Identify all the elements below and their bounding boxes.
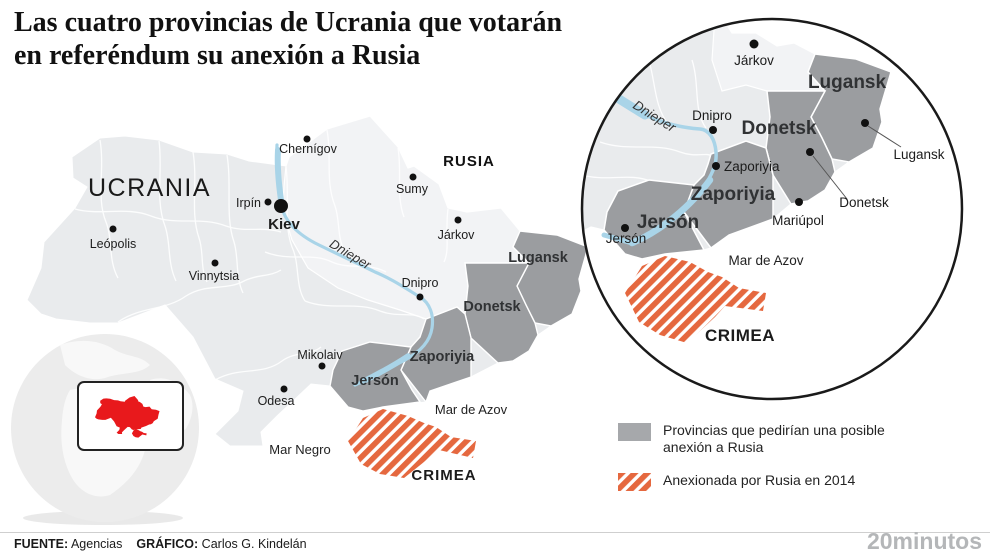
legend-label-provinces: Provincias que pedirían una posible anex… (663, 422, 885, 455)
province-label-jerson: Jersón (351, 373, 399, 389)
source-label: FUENTE: (14, 537, 69, 551)
title-line-2: en referéndum su anexión a Rusia (14, 40, 421, 71)
city-label-chernigov: Chernígov (279, 142, 337, 156)
neighbor-label: RUSIA (443, 153, 495, 170)
province-label-zaporiyia: Zaporiyia (410, 349, 475, 365)
inset-leader-lines (812, 125, 902, 200)
city-label-vinnytsia: Vinnytsia (189, 269, 240, 283)
credit-label: GRÁFICO: (136, 537, 199, 551)
dot-vinnytsia (211, 259, 219, 267)
credit-value: Carlos G. Kindelán (198, 537, 307, 551)
globe-continent (60, 340, 150, 380)
inset-crimea-annexed (625, 256, 766, 343)
main-map-labels: UCRANIA RUSIA Dnieper Chernígov Irpín Ki… (88, 142, 569, 484)
inset-crimea-label: CRIMEA (705, 326, 775, 345)
inset-province-zaporiyia (683, 140, 774, 250)
inset-province-label-zaporiyia: Zaporiyia (691, 184, 776, 205)
inset-province-label-donetsk: Donetsk (742, 118, 817, 139)
legend-label-annexed: Anexionada por Rusia en 2014 (663, 472, 856, 488)
province-zaporiyia (400, 306, 472, 404)
source-value: Agencias (68, 537, 123, 551)
inset-city-dots (621, 39, 869, 232)
inset-city-jarkov: Járkov (734, 53, 774, 68)
page-title: Las cuatro provincias de Ucrania que vot… (14, 6, 562, 72)
title-line-1: Las cuatro provincias de Ucrania que vot… (14, 7, 563, 38)
dot-mikolaiv (318, 362, 326, 370)
legend-item-provinces: Provincias que pedirían una posible anex… (618, 422, 928, 455)
city-label-dnipro: Dnipro (402, 276, 439, 290)
inset-dot-donetsk-city (806, 148, 814, 156)
province-label-lugansk: Lugansk (508, 250, 569, 266)
city-label-irpin: Irpín (236, 196, 261, 210)
crimea-label: CRIMEA (411, 467, 476, 484)
ukraine-red-silhouette (95, 396, 160, 438)
dot-sumy (409, 173, 417, 181)
inset-map: Dnieper Járkov Dnipro Zaporiyia Jersón M… (580, 17, 964, 401)
footer-credits: FUENTE: Agencias GRÁFICO: Carlos G. Kinde… (14, 537, 307, 551)
main-map: UCRANIA RUSIA Dnieper Chernígov Irpín Ki… (26, 115, 589, 484)
inset-city-donetsk: Donetsk (839, 195, 889, 210)
inset-dot-lugansk-city (861, 119, 869, 127)
dot-odesa (280, 385, 288, 393)
inset-city-zaporiyia: Zaporiyia (724, 159, 780, 174)
hatch-swatch-icon (618, 473, 651, 491)
inset-sea-label-azov: Mar de Azov (728, 253, 803, 268)
inset-dot-dnipro (709, 126, 717, 134)
legend: Provincias que pedirían una posible anex… (618, 422, 928, 508)
city-label-jarkov: Járkov (438, 228, 476, 242)
country-label: UCRANIA (88, 174, 211, 202)
dot-jarkov (454, 216, 462, 224)
dot-kiev (274, 199, 288, 213)
city-dots (109, 135, 462, 393)
inset-circle-border (580, 17, 964, 401)
inset-dot-jarkov (749, 39, 759, 49)
inset-city-lugansk: Lugansk (893, 147, 944, 162)
legend-item-annexed: Anexionada por Rusia en 2014 (618, 472, 928, 491)
sea-label-azov: Mar de Azov (435, 402, 508, 417)
inset-dot-jerson (621, 224, 629, 232)
crimea-annexed (348, 409, 476, 478)
oblast-borders (74, 129, 449, 381)
inset-province-label-lugansk: Lugansk (808, 72, 887, 93)
province-label-donetsk: Donetsk (463, 299, 521, 315)
gray-swatch-icon (618, 423, 651, 441)
leader-donetsk (812, 155, 848, 200)
brand-logo: 20minutos (866, 528, 982, 554)
inset-dot-mariupol (795, 198, 803, 206)
inset-dot-zaporiyia (712, 162, 720, 170)
city-label-kiev: Kiev (268, 216, 300, 233)
city-label-leopolis: Leópolis (90, 237, 137, 251)
inset-province-label-jerson: Jersón (637, 212, 699, 233)
inset-city-jerson: Jersón (606, 231, 647, 246)
sea-label-negro: Mar Negro (269, 442, 330, 457)
city-label-sumy: Sumy (396, 182, 429, 196)
dot-chernigov (303, 135, 311, 143)
inset-city-mariupol: Mariúpol (772, 213, 824, 228)
dot-leopolis (109, 225, 117, 233)
globe-locator (11, 334, 199, 525)
leader-lugansk (867, 125, 902, 148)
city-label-odesa: Odesa (258, 394, 295, 408)
dot-dnipro (416, 293, 424, 301)
inset-city-dnipro: Dnipro (692, 108, 732, 123)
footer-divider (0, 532, 990, 533)
dot-irpin (264, 198, 272, 206)
city-label-mikolaiv: Mikolaiv (297, 348, 343, 362)
